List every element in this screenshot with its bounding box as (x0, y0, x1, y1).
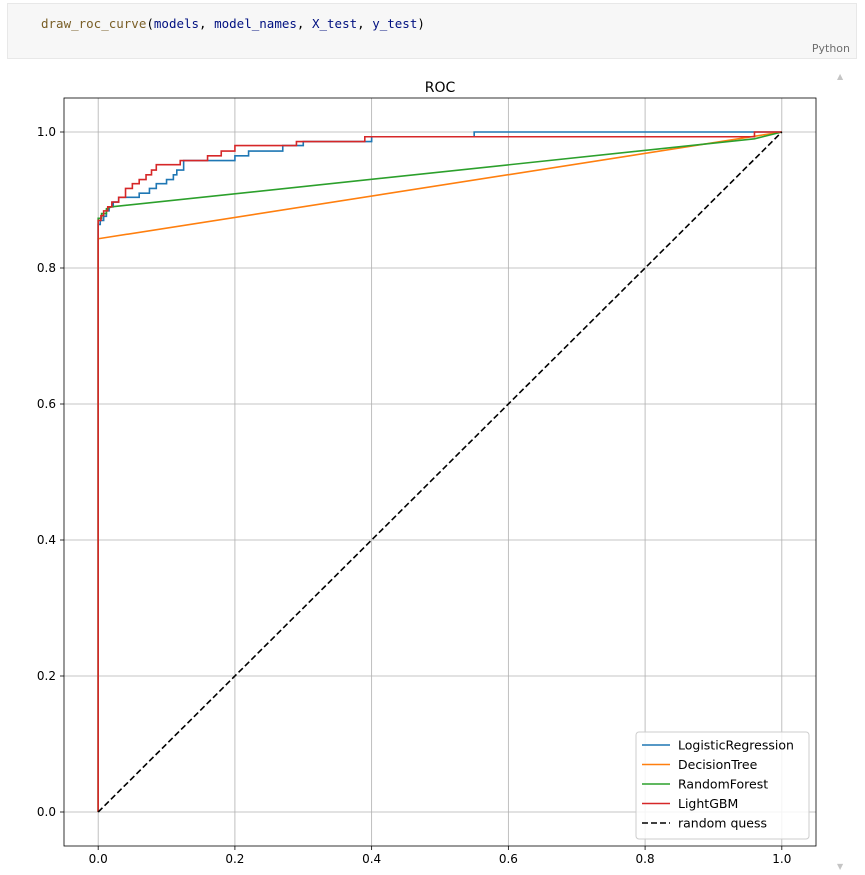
legend-label: LogisticRegression (678, 738, 794, 753)
chart-title: ROC (425, 80, 456, 96)
code-function-name: draw_roc_curve (41, 16, 147, 31)
scroll-up-icon[interactable]: ▲ (837, 72, 844, 81)
code-cell[interactable]: draw_roc_curve(models, model_names, X_te… (7, 3, 857, 59)
legend-label: DecisionTree (678, 757, 758, 772)
y-tick-label: 0.8 (37, 261, 56, 275)
code-line[interactable]: draw_roc_curve(models, model_names, X_te… (41, 16, 425, 31)
code-arg: X_test (311, 16, 358, 31)
code-arg: model_names (214, 16, 297, 31)
code-separator: , (357, 16, 373, 31)
y-tick-label: 0.6 (37, 397, 56, 411)
series-line-random-quess (97, 131, 783, 813)
x-tick-label: 0.2 (225, 852, 244, 866)
code-separator: , (199, 16, 215, 31)
y-tick-label: 0.0 (37, 805, 56, 819)
legend-label: random quess (678, 816, 767, 831)
code-open-paren: ( (146, 16, 154, 31)
code-close-paren: ) (417, 16, 425, 31)
legend-label: RandomForest (678, 777, 768, 792)
scroll-down-icon[interactable]: ▼ (837, 862, 844, 871)
legend-label: LightGBM (678, 796, 738, 811)
legend-box (635, 731, 810, 840)
y-tick-label: 0.2 (37, 669, 56, 683)
y-tick-label: 0.4 (37, 533, 56, 547)
x-tick-label: 0.6 (499, 852, 518, 866)
x-tick-label: 0.0 (89, 852, 108, 866)
plot-frame (63, 97, 817, 847)
code-arg: models (153, 16, 200, 31)
series-line-randomforest (97, 131, 783, 812)
x-tick-label: 0.8 (636, 852, 655, 866)
series-line-lightgbm (97, 131, 782, 812)
x-tick-label: 0.4 (362, 852, 381, 866)
x-tick-label: 1.0 (772, 852, 791, 866)
cell-language-label[interactable]: Python (811, 42, 850, 55)
y-tick-label: 1.0 (37, 125, 56, 139)
code-separator: , (296, 16, 312, 31)
cell-output: 0.0 0.2 0.4 0.6 0.8 1.0 0.0 0.2 0.4 0.6 0.8 1.0 ROC L… (0, 62, 865, 875)
code-arg: y_test (372, 16, 418, 31)
roc-chart: 0.0 0.2 0.4 0.6 0.8 1.0 0.0 0.2 0.4 0.6 0.8 1.0 ROC L… (37, 80, 817, 866)
